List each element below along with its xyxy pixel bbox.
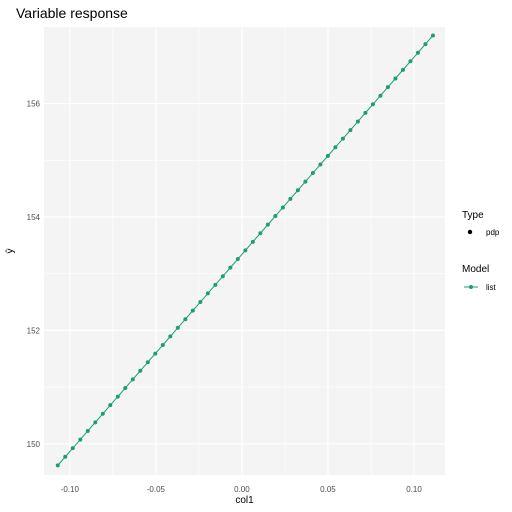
data-point (55, 463, 60, 468)
y-axis-ticks: 150 152 154 156 (27, 100, 41, 449)
data-point (153, 351, 158, 356)
data-point (303, 179, 308, 184)
y-tick-label: 152 (27, 326, 41, 335)
x-tick-label: -0.10 (61, 485, 80, 494)
data-point (400, 67, 405, 72)
data-point (258, 231, 263, 236)
data-point (115, 394, 120, 399)
data-point (130, 377, 135, 382)
y-axis-title: ŷ (5, 249, 16, 254)
data-point (310, 171, 315, 176)
data-point (340, 136, 345, 141)
data-point (325, 153, 330, 158)
data-point (423, 42, 428, 47)
data-point (213, 282, 218, 287)
data-point (108, 403, 113, 408)
legend-key-point-list (469, 285, 473, 289)
data-point (228, 265, 233, 270)
data-point (138, 368, 143, 373)
y-tick-label: 150 (27, 440, 41, 449)
data-point (100, 411, 105, 416)
data-point (85, 428, 90, 433)
data-point (385, 85, 390, 90)
data-point (408, 59, 413, 64)
data-point (363, 110, 368, 115)
data-point (295, 188, 300, 193)
data-point (123, 385, 128, 390)
data-point (415, 50, 420, 55)
data-point (220, 274, 225, 279)
data-point (183, 317, 188, 322)
legend-title-model: Model (462, 264, 489, 275)
data-point (273, 214, 278, 219)
data-point (378, 93, 383, 98)
grid-lines (44, 27, 445, 475)
legend-key-pdp (467, 229, 473, 235)
y-tick-label: 156 (27, 100, 41, 109)
data-point (265, 222, 270, 227)
data-point (63, 454, 68, 459)
data-point (288, 196, 293, 201)
data-point (175, 325, 180, 330)
data-point (393, 76, 398, 81)
data-point (205, 291, 210, 296)
x-axis-ticks: -0.10 -0.05 0.00 0.05 0.10 (61, 485, 423, 494)
x-tick-label: -0.05 (147, 485, 166, 494)
data-point (355, 119, 360, 124)
x-tick-label: 0.00 (234, 485, 250, 494)
data-point (318, 162, 323, 167)
legend-label-pdp: pdp (486, 228, 500, 237)
data-point (250, 239, 255, 244)
data-point (168, 334, 173, 339)
legend: Type pdp Model list (462, 210, 500, 292)
data-point (243, 248, 248, 253)
data-point (348, 128, 353, 133)
x-tick-label: 0.05 (320, 485, 336, 494)
data-point (160, 343, 165, 347)
data-point (70, 446, 75, 451)
data-point (280, 205, 285, 210)
legend-title-type: Type (462, 210, 484, 221)
data-point (190, 308, 195, 313)
data-point (430, 33, 435, 38)
x-axis-title: col1 (235, 495, 254, 506)
y-tick-label: 154 (27, 213, 41, 222)
data-point (145, 360, 150, 365)
x-tick-label: 0.10 (406, 485, 422, 494)
data-point (93, 420, 98, 425)
data-point (78, 437, 83, 442)
chart-title: Variable response (16, 5, 128, 21)
data-point (333, 145, 338, 150)
data-point (198, 300, 203, 305)
data-point (370, 102, 375, 107)
data-point (235, 257, 240, 262)
series-list (55, 33, 435, 468)
legend-label-list: list (486, 283, 497, 292)
